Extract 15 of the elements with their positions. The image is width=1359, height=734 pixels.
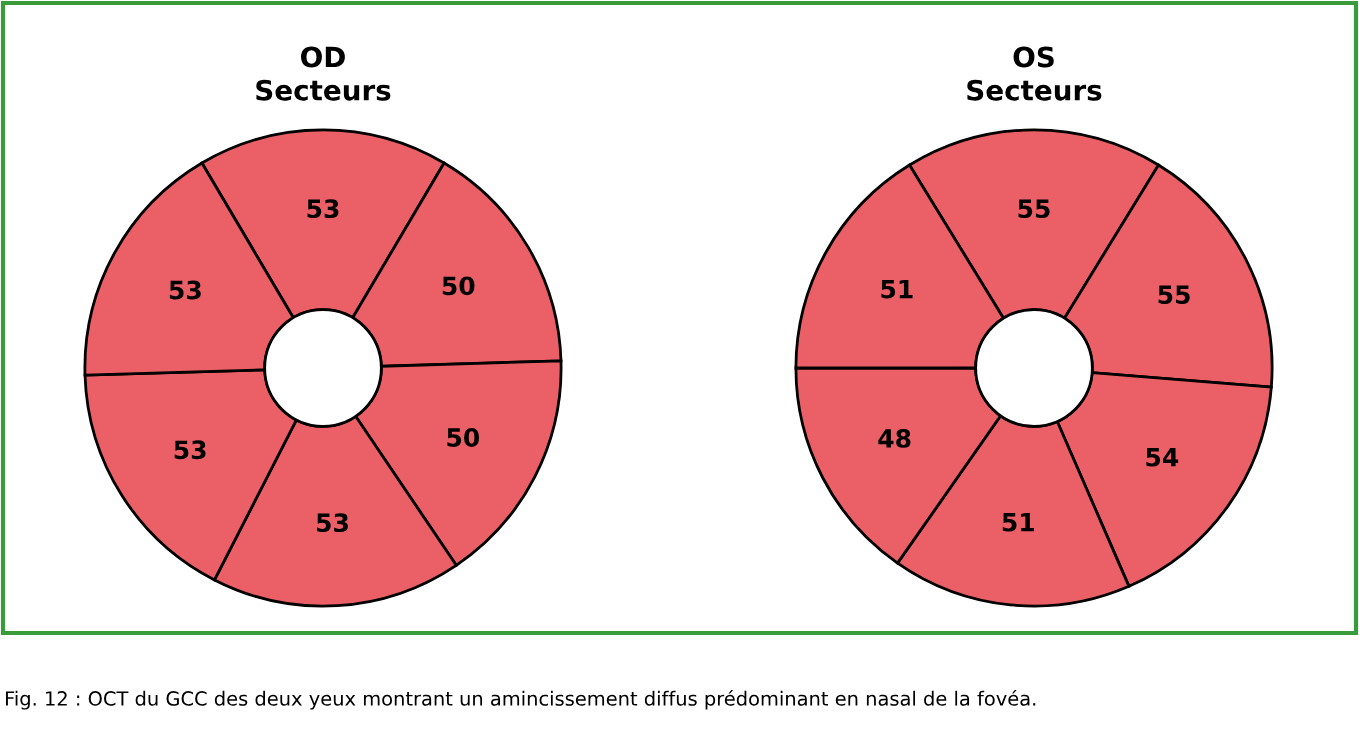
data-label: 48 [878, 428, 911, 448]
data-label: 51 [1002, 513, 1034, 532]
data-label: 50 [447, 427, 480, 447]
data-label: 53 [169, 280, 201, 300]
data-label: 54 [1146, 448, 1179, 467]
data-label: 55 [1158, 285, 1190, 305]
data-label: 55 [1018, 199, 1050, 219]
data-label: 53 [174, 440, 206, 460]
chart-title: OD Secteurs [256, 46, 391, 101]
caption: Fig. 12 : OCT du GCC des deux yeux montrant un amincissement diffus prédominant en nasal de la fovéa. [5, 690, 1036, 710]
data-label: 53 [317, 513, 348, 533]
data-label: 53 [307, 199, 339, 219]
chart-title: OS Secteurs [967, 46, 1102, 101]
data-label: 51 [881, 279, 913, 299]
data-label: 50 [442, 276, 475, 296]
